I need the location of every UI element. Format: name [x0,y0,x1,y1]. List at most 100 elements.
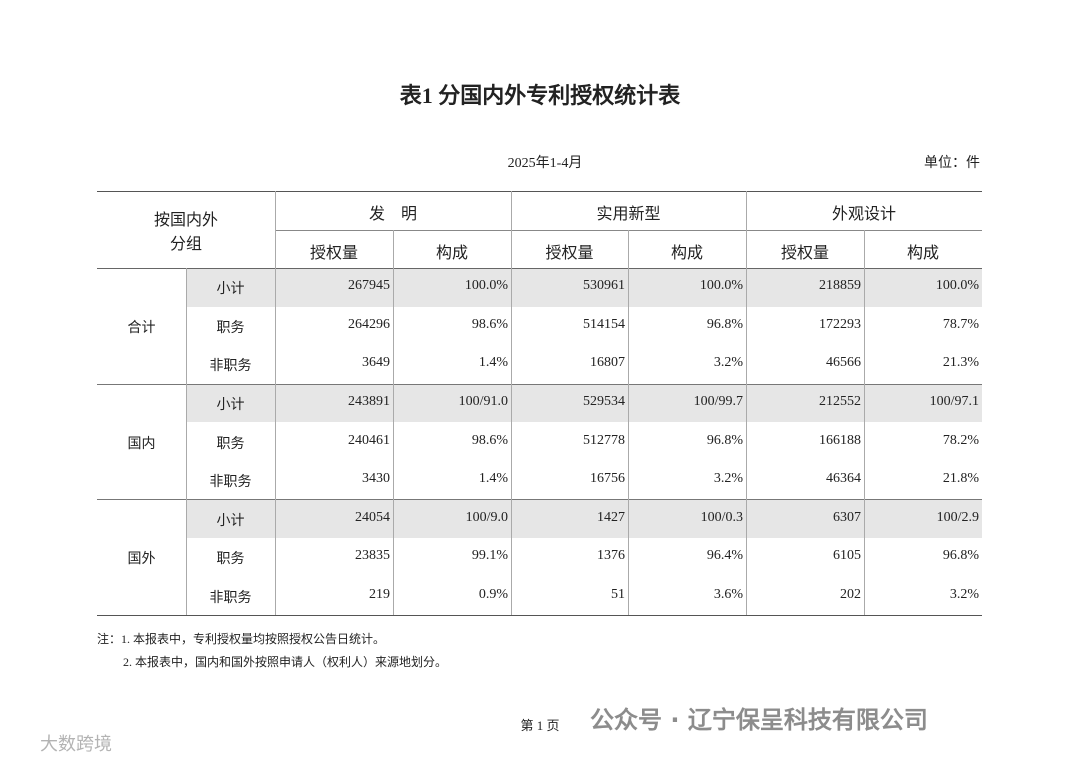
group-rule [97,383,982,385]
cell: 16756 [590,471,625,487]
row-label: 小计 [216,513,245,529]
cell: 3.2% [949,586,979,602]
period: 2025年1-4月 [507,156,583,171]
corner-header: 分组 [169,236,202,253]
cell: 3649 [362,355,390,371]
cell: 219 [369,586,390,602]
cell: 100/99.7 [693,393,743,409]
row-shade [186,383,982,423]
watermark: 大数跨境 [40,734,112,755]
top-rule [97,191,982,192]
column-header: 外观设计 [831,206,896,223]
cell: 23835 [355,548,390,564]
corner-header: 按国内外 [153,212,218,229]
cell: 21.8% [942,471,979,487]
row-label: 非职务 [209,359,252,375]
unit: 单位：件 [924,156,980,171]
cell: 24054 [355,509,390,525]
cell: 172293 [819,316,861,332]
group-label: 合计 [127,320,156,336]
cell: 529534 [583,393,625,409]
cell: 99.1% [471,548,508,564]
cell: 100/91.0 [458,393,508,409]
cell: 96.4% [706,548,743,564]
sub-header: 构成 [435,245,468,262]
cell: 3430 [362,471,390,487]
column-rule [275,191,276,615]
bottom-rule [97,615,982,616]
cell: 267945 [348,278,390,294]
cell: 3.2% [713,471,743,487]
cell: 100/0.3 [700,509,743,525]
note: 注：1. 本报表中，专利授权量均按照授权公告日统计。 [97,632,386,646]
sub-header: 构成 [906,245,939,262]
cell: 243891 [348,393,390,409]
sub-header: 授权量 [545,245,594,262]
row-label: 非职务 [209,475,252,491]
cell: 78.2% [942,432,979,448]
group-rule [97,499,982,501]
cell: 202 [840,586,861,602]
column-rule [628,230,629,615]
cell: 3.6% [713,586,743,602]
cell: 264296 [348,316,390,332]
cell: 6105 [833,548,861,564]
cell: 1376 [597,548,625,564]
cell: 100/2.9 [936,509,979,525]
cell: 96.8% [706,432,743,448]
row-label: 小计 [216,397,245,413]
cell: 100.0% [699,278,743,294]
cell: 1.4% [478,355,508,371]
cell: 78.7% [942,316,979,332]
cell: 100/9.0 [465,509,508,525]
cell: 166188 [819,432,861,448]
cell: 96.8% [706,316,743,332]
cell: 530961 [583,278,625,294]
row-label: 小计 [216,282,245,298]
cell: 98.6% [471,316,508,332]
group-label: 国外 [127,552,156,568]
column-rule [393,230,394,615]
cell: 3.2% [713,355,743,371]
cell: 1.4% [478,471,508,487]
row-label: 职务 [216,320,245,336]
cell: 0.9% [478,586,508,602]
note: 2. 本报表中，国内和国外按照申请人（权利人）来源地划分。 [123,655,448,669]
column-rule [511,191,512,615]
cell: 212552 [819,393,861,409]
cell: 514154 [583,316,625,332]
cell: 100.0% [464,278,508,294]
group-label: 国内 [127,436,156,452]
cell: 100.0% [935,278,979,294]
column-rule [186,268,187,615]
header-rule [97,268,982,269]
column-header: 发 明 [368,206,417,223]
cell: 512778 [583,432,625,448]
column-rule [746,191,747,615]
sub-header: 授权量 [309,245,358,262]
cell: 98.6% [471,432,508,448]
cell: 218859 [819,278,861,294]
sub-header: 授权量 [780,245,829,262]
cell: 96.8% [942,548,979,564]
row-label: 职务 [216,552,245,568]
column-header: 实用新型 [596,206,661,223]
sub-header: 构成 [670,245,703,262]
cell: 100/97.1 [929,393,979,409]
row-shade [186,499,982,538]
cell: 46364 [826,471,861,487]
cell: 46566 [826,355,861,371]
column-rule [864,230,865,615]
row-label: 非职务 [209,590,252,606]
cell: 240461 [348,432,390,448]
cell: 21.3% [942,355,979,371]
row-label: 职务 [216,436,245,452]
title: 表1 分国内外专利授权统计表 [399,83,681,108]
page-number: 第 1 页 [520,718,560,733]
cell: 16807 [590,355,625,371]
cell: 6307 [833,509,861,525]
cell: 1427 [597,509,625,525]
row-shade [186,268,982,307]
cell: 51 [611,586,625,602]
